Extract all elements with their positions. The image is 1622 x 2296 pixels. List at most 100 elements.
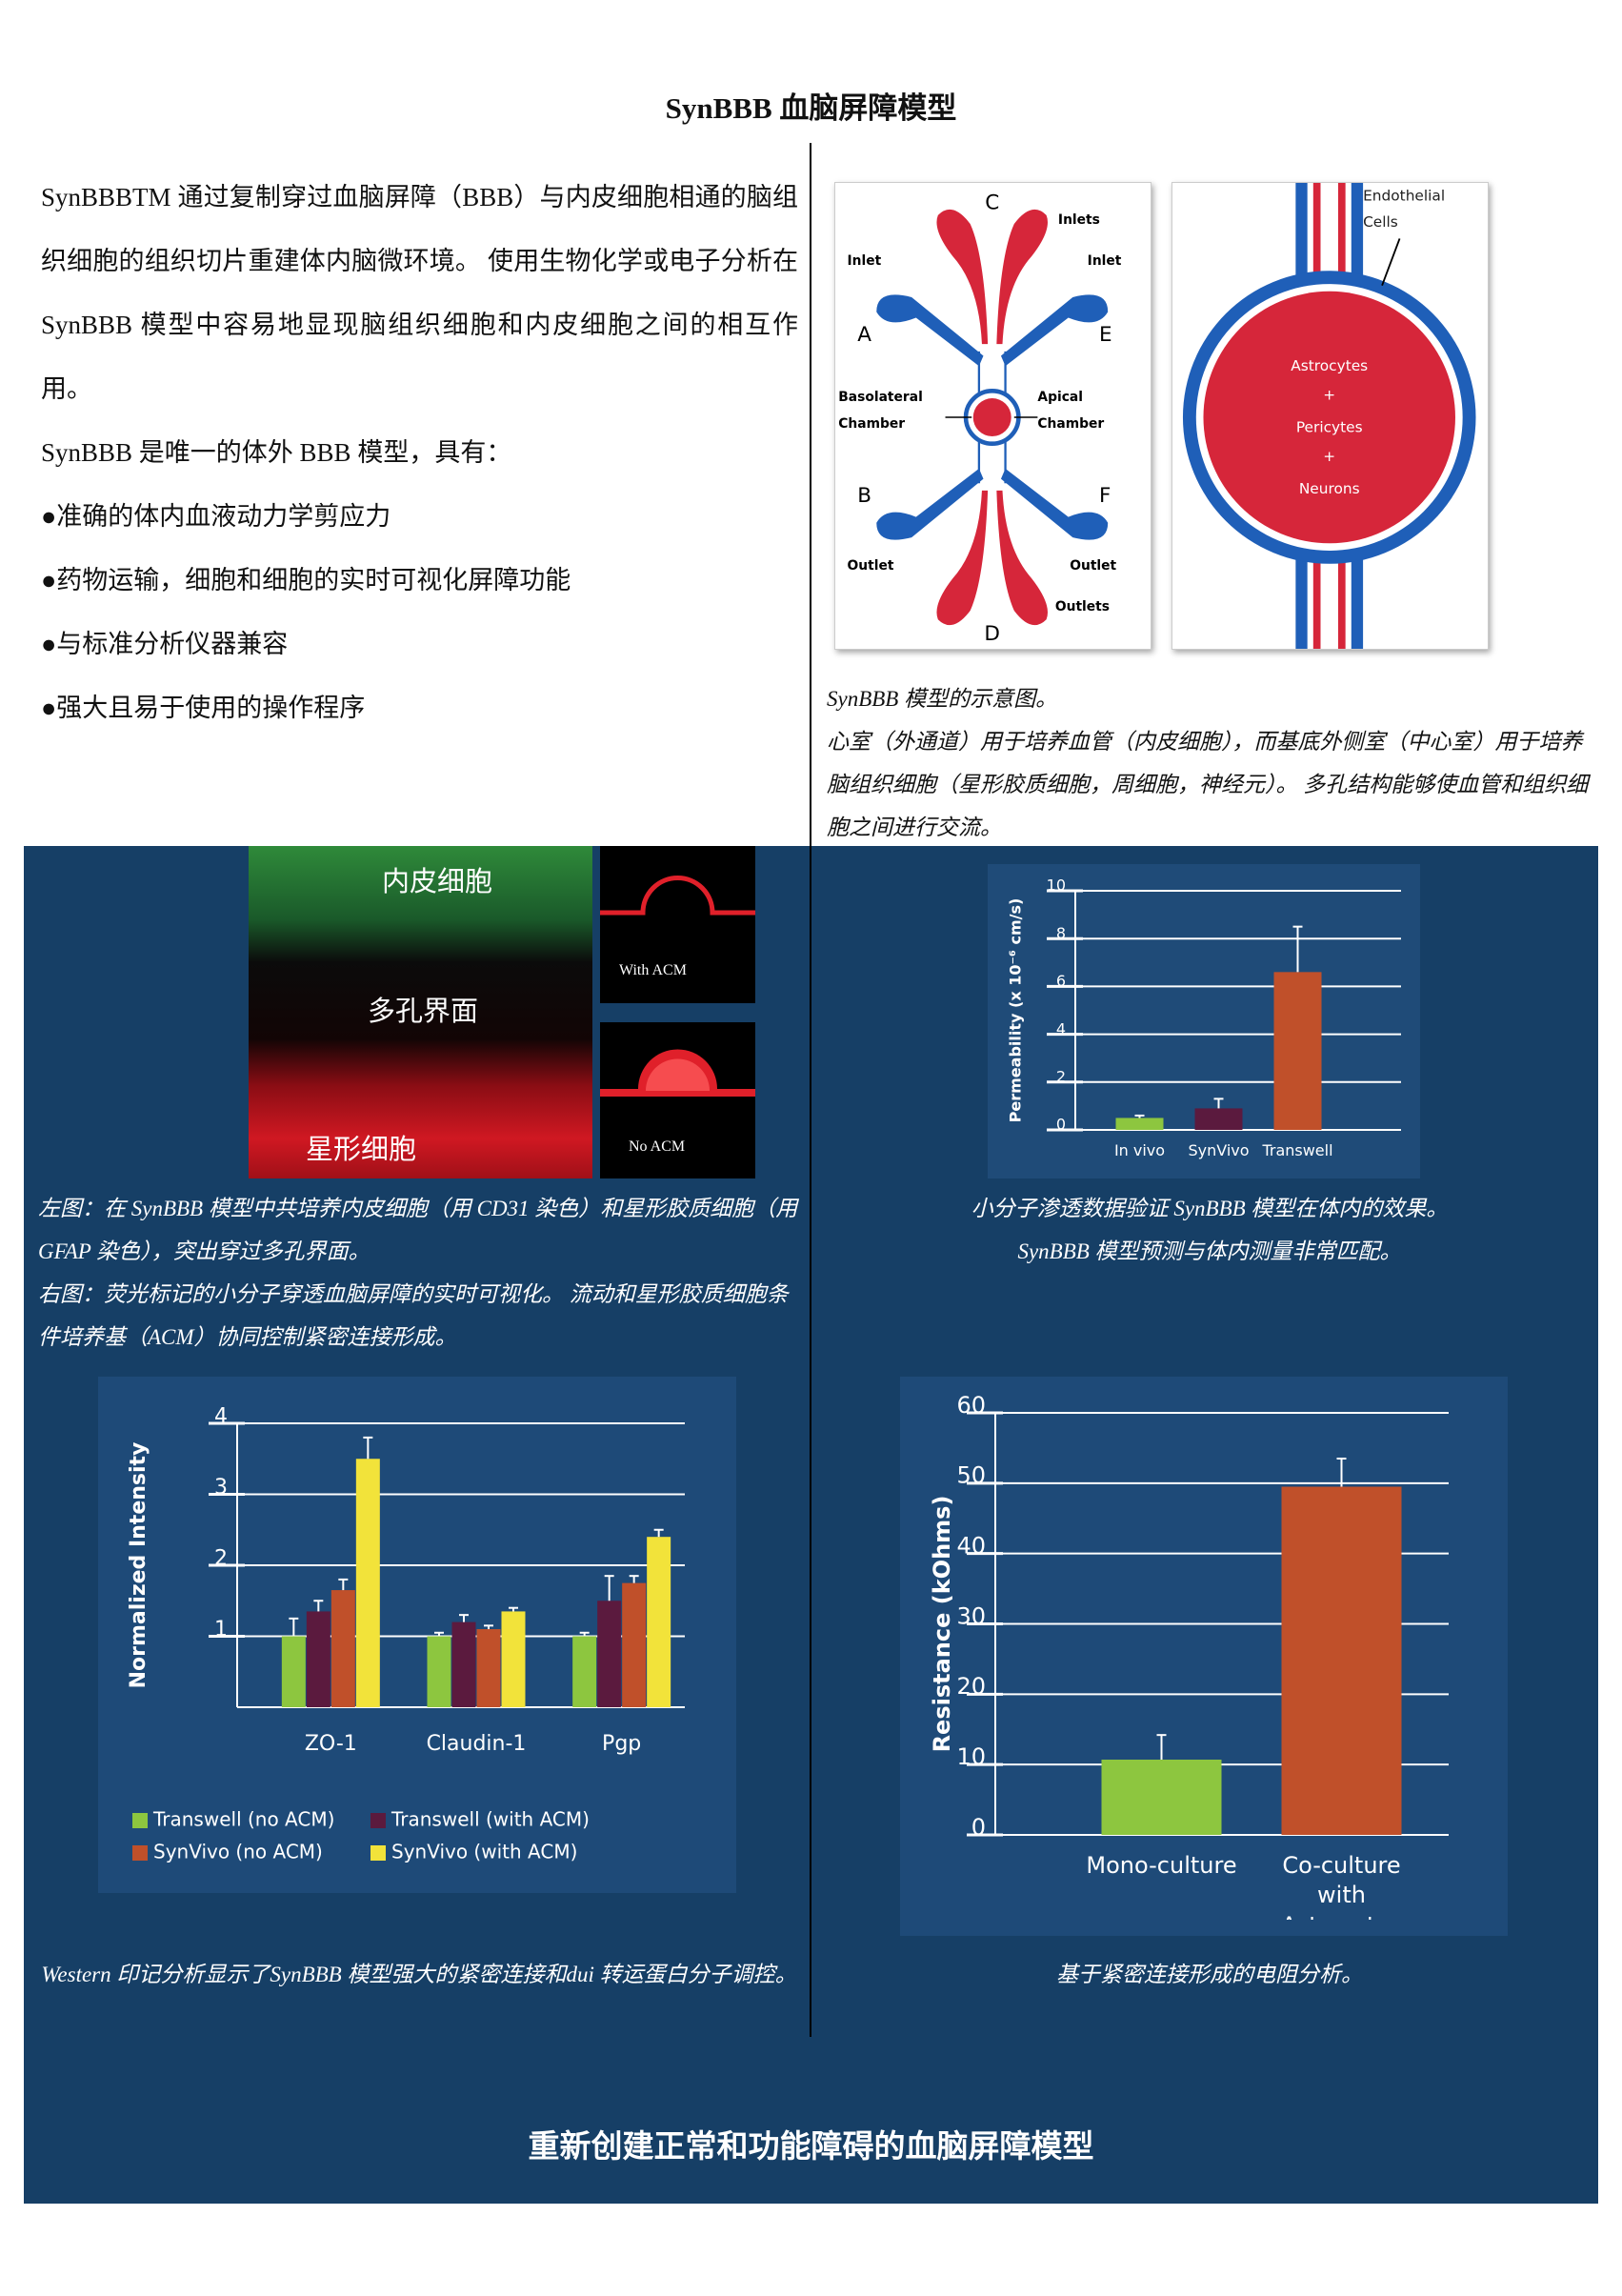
caption-line: SynBBB 模型预测与体内测量非常匹配。	[1017, 1239, 1402, 1263]
y-axis-label: Resistance (kOhms)	[929, 1496, 955, 1753]
y-tick-label: 0	[971, 1814, 986, 1841]
legend-label: Transwell (with ACM)	[390, 1808, 590, 1831]
intro: SynBBBTM 通过复制穿过血脑屏障（BBB）与内皮细胞相通的脑组织细胞的组织…	[41, 166, 798, 740]
label: Neurons	[1299, 480, 1360, 497]
x-tick-label-box: SynVivo	[1188, 1140, 1250, 1159]
schematic-panel: C Inlets Inlet Inlet A E Basolateral Cha…	[834, 182, 1151, 650]
caption-line: 右图：荧光标记的小分子穿透血脑屏障的实时可视化。 流动和星形胶质细胞条件培养基（…	[38, 1282, 789, 1349]
micrograph: 内皮细胞 多孔界面 星形细胞	[249, 846, 592, 1178]
y-axis-label: Permeability (x 10⁻⁶ cm/s)	[1007, 898, 1025, 1123]
bullet: ●药物运输，细胞和细胞的实时可视化屏障功能	[41, 566, 571, 594]
paragraph: SynBBBTM 通过复制穿过血脑屏障（BBB）与内皮细胞相通的脑组织细胞的组织…	[41, 183, 798, 403]
caption-line: 左图：在 SynBBB 模型中共培养内皮细胞（用 CD31 染色）和星形胶质细胞…	[38, 1197, 798, 1263]
label: Apical	[1037, 390, 1083, 405]
x-tick-label: In vivo	[1113, 1140, 1166, 1159]
image-label: 多孔界面	[368, 997, 479, 1027]
y-tick-label: 50	[956, 1462, 986, 1489]
bar	[355, 1459, 380, 1707]
resistance-chart: 0 10 20 30 40 50 60 Resistance (kOhms) Mono-cult…	[900, 1377, 1508, 1936]
y-tick-label: 10	[956, 1743, 986, 1770]
x-tick-label: Co-culture with Astrocytes	[1281, 1852, 1401, 1920]
label: E	[1099, 323, 1112, 347]
label: Basolateral	[838, 390, 923, 405]
label: Outlets	[1055, 599, 1110, 614]
bar	[451, 1621, 476, 1707]
bar	[330, 1590, 355, 1707]
y-tick-label: 4	[214, 1404, 228, 1428]
y-tick-label: 40	[956, 1532, 986, 1559]
schematic-caption: SynBBB 模型的示意图。 心室（外通道）用于培养血管（内皮细胞），而基底外侧…	[827, 677, 1593, 849]
legend-swatch	[132, 1813, 148, 1828]
cross-section-panel: Endothelial Cells Astrocytes + Pericytes…	[1171, 182, 1489, 650]
bar	[281, 1636, 306, 1707]
x-tick-label-box: In vivo	[1113, 1140, 1166, 1159]
label: D	[984, 622, 1000, 646]
bar	[306, 1611, 330, 1707]
bar	[476, 1629, 501, 1707]
y-tick-label: 6	[1056, 972, 1066, 990]
footer-title: 重新创建正常和功能障碍的血脑屏障模型	[528, 2130, 1094, 2165]
x-tick-label-box: Mono-culture	[1086, 1852, 1237, 1880]
y-tick-label: 2	[1056, 1068, 1066, 1086]
label: C	[985, 191, 999, 215]
x-tick-label: Pgp	[602, 1731, 642, 1756]
bar	[572, 1636, 597, 1707]
label: Inlets	[1058, 212, 1100, 228]
label: B	[857, 484, 871, 508]
image-label: 星形细胞	[306, 1135, 417, 1165]
label: Chamber	[1037, 416, 1104, 432]
x-tick-label: Mono-culture	[1086, 1852, 1237, 1880]
micrograph-caption: 左图：在 SynBBB 模型中共培养内皮细胞（用 CD31 染色）和星形胶质细胞…	[38, 1187, 800, 1359]
bar	[501, 1611, 526, 1707]
x-tick-label: Transwell	[1262, 1140, 1333, 1159]
bar	[622, 1582, 647, 1707]
x-tick-label-box: Co-culture with Astrocytes	[1281, 1852, 1401, 1920]
label: +	[1323, 448, 1335, 465]
y-tick-label: 1	[214, 1618, 228, 1641]
x-tick-label: SynVivo	[1188, 1140, 1250, 1159]
intensity-chart: 1 2 3 4 Normalized Intensity Transwell (no AC…	[98, 1377, 736, 1893]
x-tick-label-box: ZO-1	[305, 1732, 357, 1756]
western-caption: Western 印记分析显示了SynBBB 模型强大的紧密连接和dui 转运蛋白…	[41, 1963, 797, 1986]
x-tick-label-box: Claudin-1	[427, 1732, 527, 1756]
y-tick-label: 60	[956, 1392, 986, 1419]
label: Inlet	[1088, 253, 1122, 269]
y-tick-label: 2	[214, 1546, 228, 1570]
inset-label: With ACM	[619, 962, 687, 978]
bar	[1115, 1118, 1164, 1130]
y-tick-label: 4	[1056, 1019, 1066, 1037]
inset-graphic	[600, 1049, 755, 1097]
bar	[647, 1537, 671, 1707]
legend-swatch	[132, 1845, 148, 1861]
y-axis-label: Normalized Intensity	[127, 1442, 150, 1689]
label: Outlet	[1070, 558, 1116, 574]
label: A	[857, 323, 871, 347]
bar	[1273, 972, 1322, 1130]
bar	[1281, 1486, 1402, 1835]
paragraph: SynBBB 是唯一的体外 BBB 模型，具有：	[41, 438, 512, 467]
label: Astrocytes	[1291, 357, 1368, 374]
schematic: C Inlets Inlet Inlet A E Basolateral Cha…	[838, 191, 1122, 646]
bar	[1194, 1108, 1243, 1130]
caption-line: 小分子渗透数据验证 SynBBB 模型在体内的效果。	[971, 1197, 1449, 1220]
permeability-caption: 小分子渗透数据验证 SynBBB 模型在体内的效果。 SynBBB 模型预测与体…	[829, 1187, 1591, 1273]
bullet: ●准确的体内血液动力学剪应力	[41, 502, 391, 531]
y-tick-label: 0	[1056, 1116, 1066, 1134]
bullet: ●与标准分析仪器兼容	[41, 630, 289, 658]
caption-line: 心室（外通道）用于培养血管（内皮细胞），而基底外侧室（中心室）用于培养脑组织细胞…	[827, 730, 1589, 839]
legend-label: Transwell (no ACM)	[152, 1808, 334, 1831]
label: F	[1099, 484, 1111, 508]
inset-label: No ACM	[629, 1138, 686, 1155]
label: Chamber	[838, 416, 905, 432]
legend-swatch	[370, 1813, 386, 1828]
y-tick-label: 8	[1056, 924, 1066, 942]
caption-line: SynBBB 模型的示意图。	[827, 687, 1058, 711]
bar	[427, 1636, 451, 1707]
inset-no-acm: No ACM	[600, 1022, 755, 1178]
legend-swatch	[370, 1845, 386, 1861]
legend-label: SynVivo (no ACM)	[153, 1841, 323, 1863]
bar	[1101, 1759, 1222, 1835]
bar	[597, 1601, 622, 1707]
